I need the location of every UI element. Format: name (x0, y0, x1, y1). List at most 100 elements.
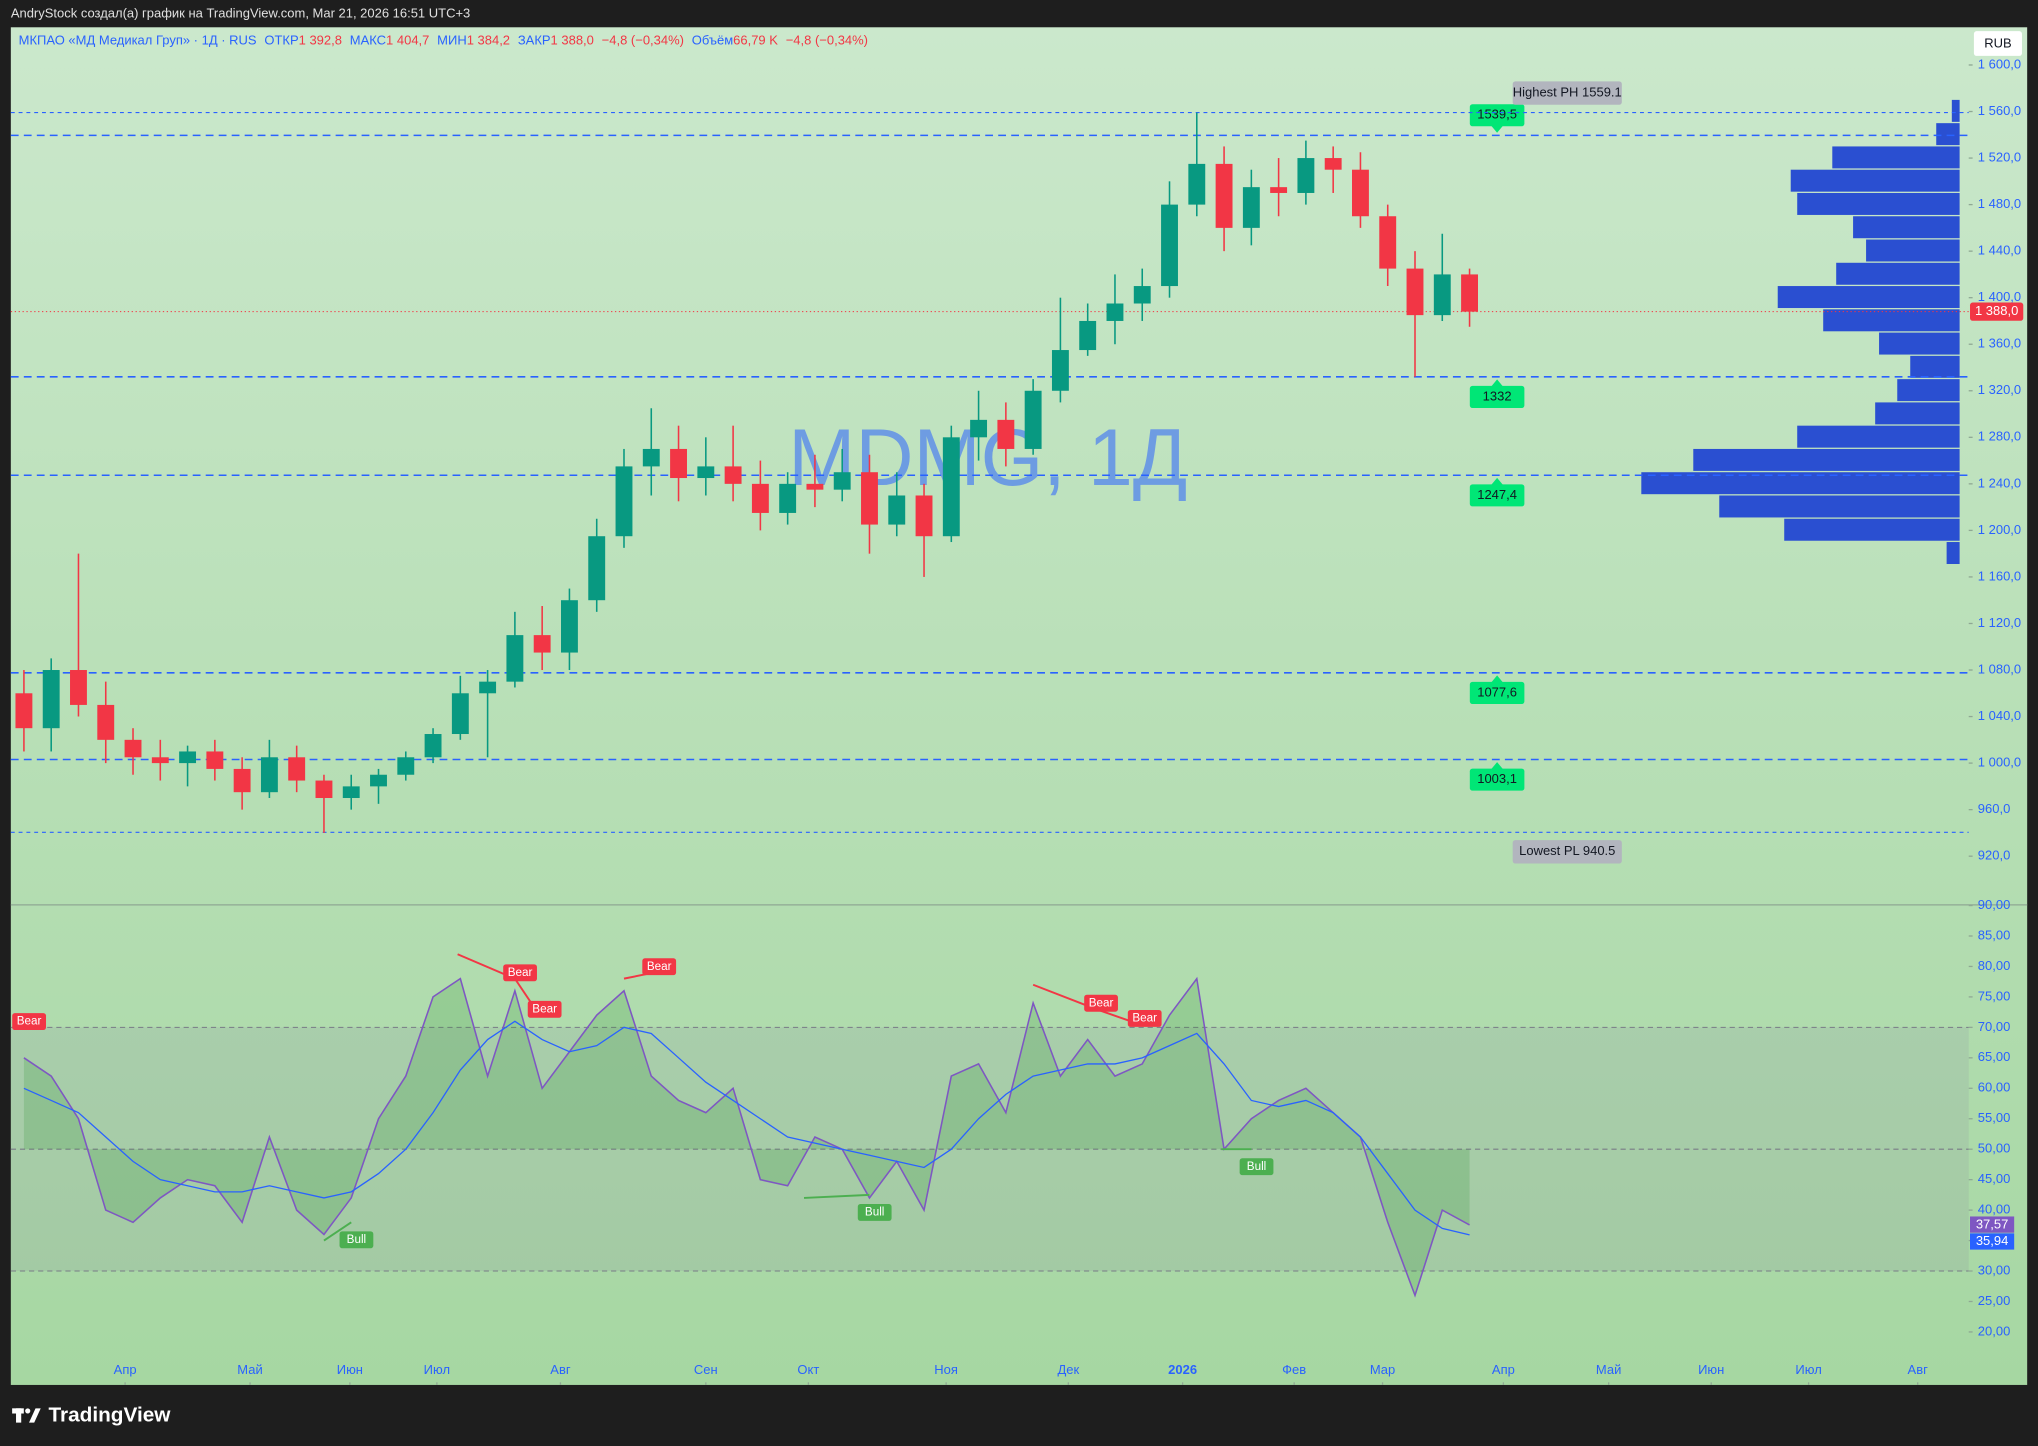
y-tick-label: 80,00 (1978, 958, 2010, 973)
candle-body (233, 768, 251, 793)
y-tick-label: 1 480,0 (1978, 196, 2021, 211)
legend-change: −4,8 (−0,34%) (602, 33, 684, 48)
candle-body (1352, 169, 1369, 217)
x-tick-label: Авг (550, 1362, 571, 1377)
y-tick-label: 1 280,0 (1978, 429, 2021, 444)
candle-body (15, 693, 33, 729)
legend-value: 1 404,7 (386, 33, 429, 48)
x-tick-label: Апр (114, 1362, 137, 1377)
y-tick-label: 1 520,0 (1978, 150, 2021, 165)
volume-profile-bar (1866, 239, 1960, 262)
last-price-label: 1 388,0 (1975, 303, 2018, 318)
candle-body (315, 780, 333, 799)
candle-body (997, 419, 1015, 449)
volume-profile-bar (1853, 216, 1960, 239)
legend-title: МКПАО «МД Медикал Груп» · 1Д · RUS (19, 33, 257, 48)
y-tick-label: 75,00 (1978, 988, 2010, 1003)
rsi-value-label: 35,94 (1976, 1233, 2009, 1248)
level-pointer (1490, 379, 1504, 388)
x-tick-label: Май (237, 1362, 262, 1377)
candle-body (1133, 286, 1151, 304)
legend-change: −4,8 (−0,34%) (786, 33, 868, 48)
candle-body (479, 681, 497, 694)
x-tick-label: Май (1596, 1362, 1621, 1377)
candle-body (1297, 158, 1315, 193)
divergence-label-box (527, 1000, 562, 1018)
volume-profile-bar (1836, 262, 1960, 285)
legend-name: Объём (692, 33, 733, 48)
volume-profile-bar (1784, 518, 1960, 541)
candle-body (1188, 163, 1206, 205)
volume-profile-bar (1946, 542, 1960, 565)
candle-body (833, 472, 851, 490)
level-label-box (1469, 768, 1525, 791)
volume-profile-bar (1790, 169, 1960, 192)
level-label: 1003,1 (1477, 771, 1517, 786)
divergence-label: Bear (17, 1015, 42, 1028)
candle-body (1270, 187, 1288, 193)
currency-button[interactable] (1973, 31, 2022, 56)
volume-profile-bar (1797, 425, 1960, 448)
y-tick-label: 920,0 (1978, 848, 2010, 863)
divergence-label-box (1239, 1158, 1274, 1176)
candle-body (1161, 204, 1178, 287)
candle-body (260, 757, 278, 793)
divergence-label-box (1084, 994, 1118, 1012)
x-tick-label: Авг (1908, 1362, 1929, 1377)
candle-body (1461, 274, 1479, 312)
candle-body (642, 448, 660, 467)
y-tick-label: 30,00 (1978, 1262, 2010, 1277)
candle-body (451, 693, 469, 735)
legend-value: 66,79 K (733, 33, 778, 48)
divergence-label: Bear (508, 966, 533, 979)
volume-profile-bar (1777, 286, 1960, 309)
level-pointer (1490, 124, 1504, 133)
candle-body (779, 483, 797, 513)
candle-body (724, 466, 742, 484)
divergence-label: Bear (532, 1002, 557, 1015)
candle-body (806, 483, 824, 490)
y-tick-label: 85,00 (1978, 927, 2010, 942)
divergence-label: Bear (1089, 996, 1114, 1009)
divergence-label-box (339, 1231, 374, 1249)
x-tick-label: Дек (1057, 1362, 1079, 1377)
volume-profile-bar (1897, 379, 1960, 402)
x-tick-label: Июн (1698, 1362, 1724, 1377)
candle-body (697, 466, 715, 479)
last-price-box (1970, 302, 2024, 321)
divergence-label: Bull (1247, 1160, 1267, 1173)
candle-body (42, 670, 60, 729)
legend-name: МИН (437, 33, 467, 48)
y-tick-label: 40,00 (1978, 1202, 2010, 1217)
legend: МКПАО «МД Медикал Груп» · 1Д · RUS ОТКР 1 … (19, 33, 868, 48)
footer-brand: TradingView (49, 1404, 172, 1427)
level-label: 1539,5 (1477, 107, 1517, 122)
volume-profile-bar (1832, 146, 1960, 169)
level-label: 1077,6 (1477, 684, 1517, 699)
candle-body (1242, 187, 1260, 228)
y-tick-label: 20,00 (1978, 1323, 2010, 1338)
candle-body (588, 536, 606, 601)
divergence-label-box (642, 958, 677, 976)
y-tick-label: 50,00 (1978, 1141, 2010, 1156)
extreme-label: Lowest PL 940.5 (1519, 843, 1615, 858)
rsi-line (23, 1020, 1470, 1236)
candle-body (861, 472, 878, 525)
candle-body (1051, 350, 1069, 391)
currency-label[interactable]: RUB (1984, 36, 2011, 51)
legend-name: ОТКР (264, 33, 298, 48)
candle-body (533, 635, 551, 653)
divergence-label-box (12, 1013, 47, 1030)
x-tick-label: Окт (797, 1362, 819, 1377)
y-tick-label: 70,00 (1978, 1019, 2010, 1034)
level-label-box (1469, 484, 1525, 507)
x-tick-label: Апр (1492, 1362, 1515, 1377)
candle-body (670, 448, 687, 479)
level-pointer (1490, 675, 1504, 684)
y-tick-label: 1 000,0 (1978, 755, 2021, 770)
rsi-value-label: 37,57 (1976, 1216, 2009, 1231)
volume-profile-bar (1719, 495, 1960, 518)
rsi-value-box (1970, 1216, 2015, 1233)
extreme-label-box (1512, 81, 1622, 105)
y-tick-label: 1 360,0 (1978, 336, 2021, 351)
